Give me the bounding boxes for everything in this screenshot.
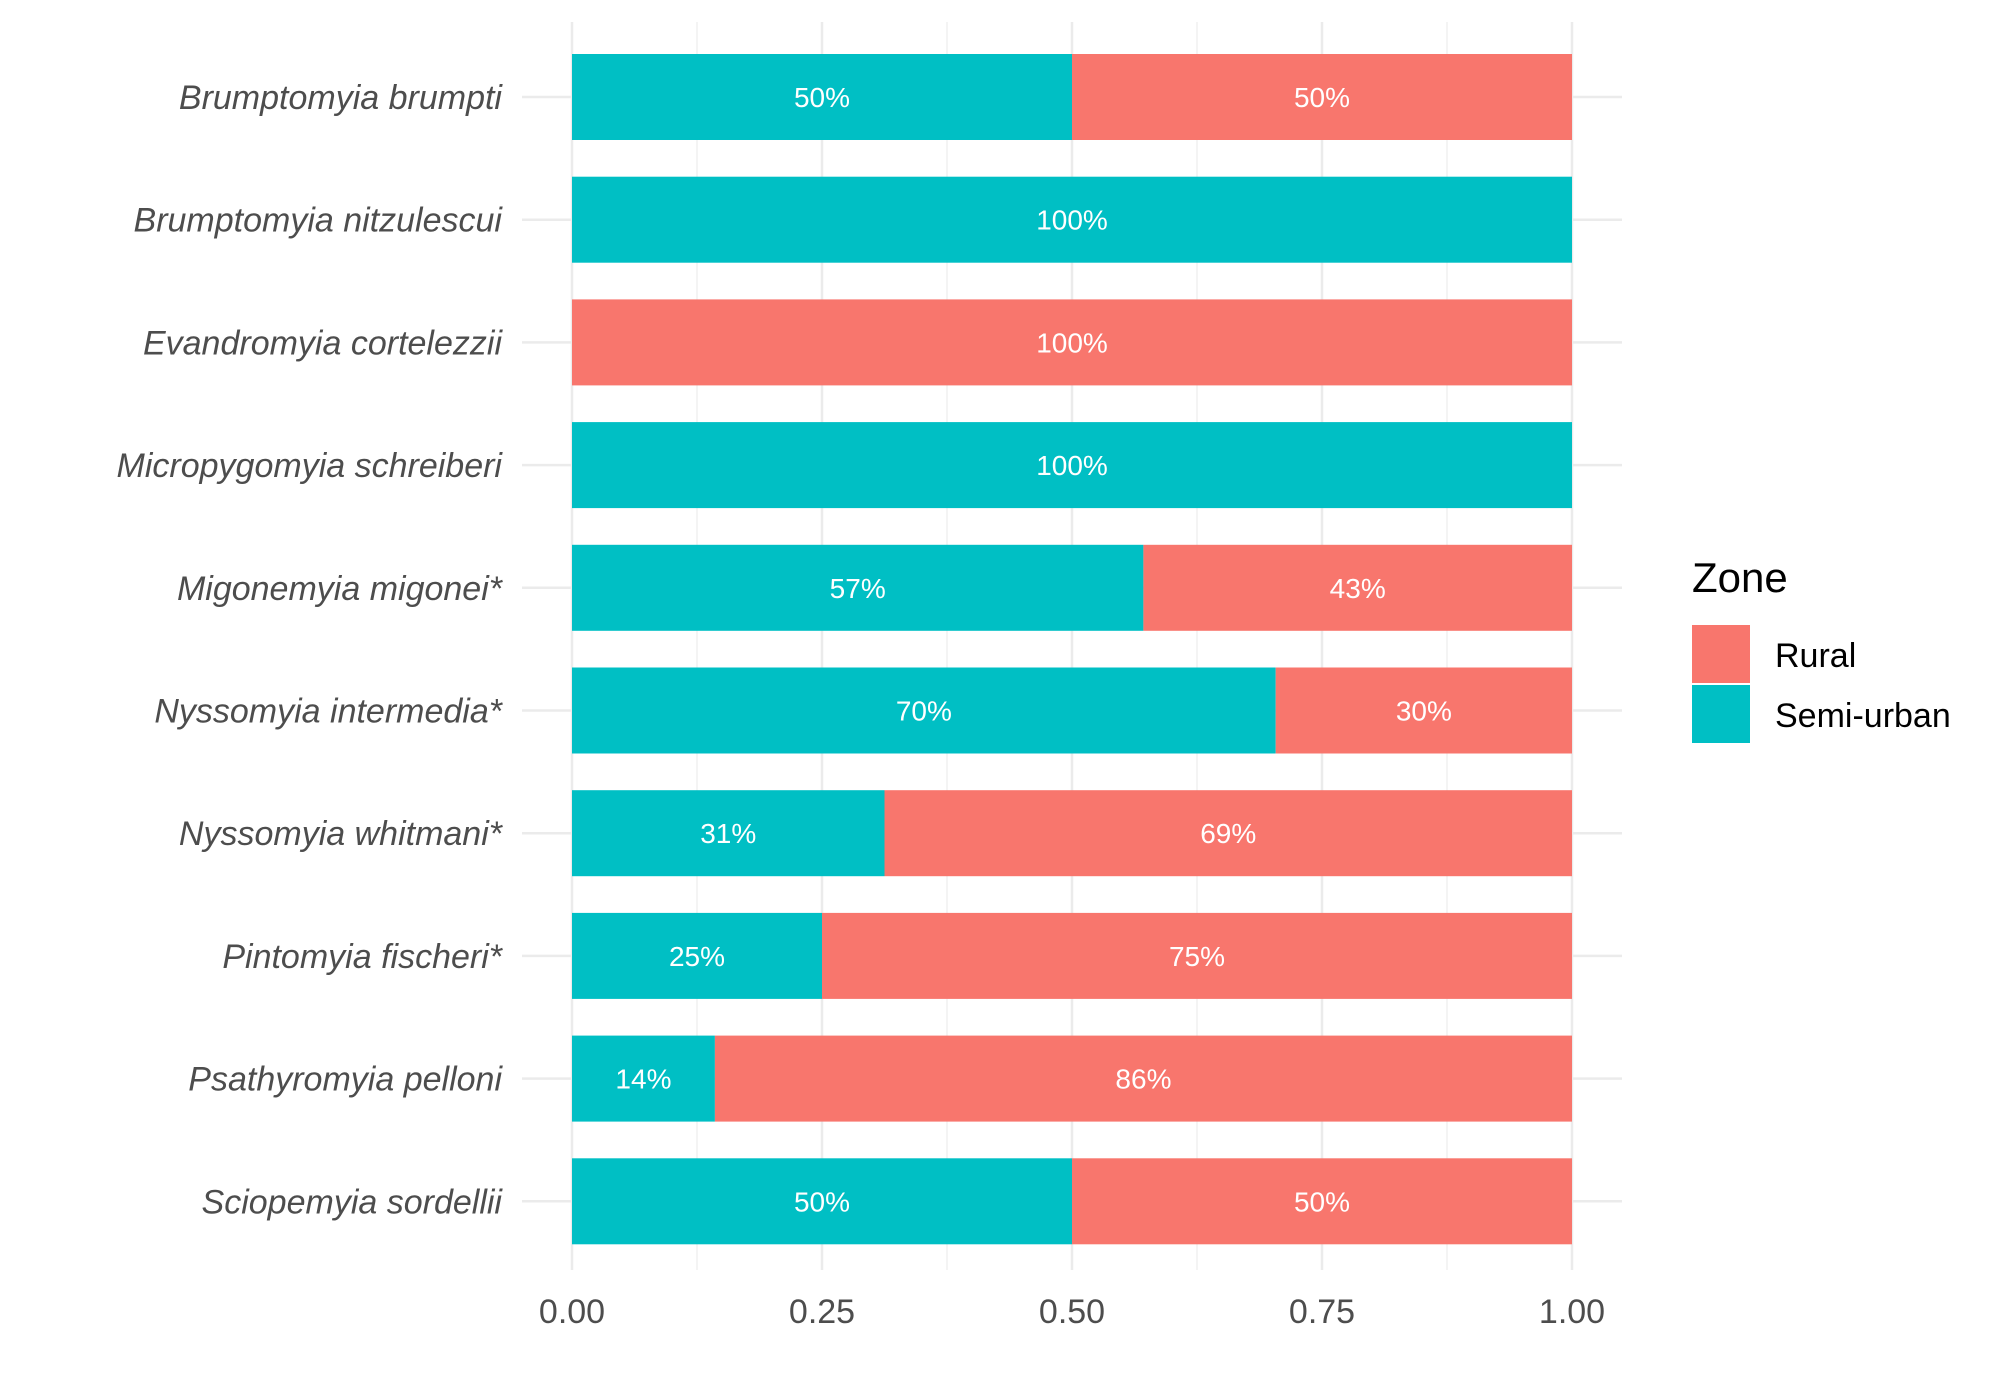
bar-rural-2 [572,299,1572,386]
y-tick-label-0: Brumptomyia brumpti [179,79,504,117]
data-label-semi-urban-3: 100% [1036,450,1108,481]
data-label-semi-urban-7: 25% [669,941,725,972]
x-tick-label-1: 0.25 [789,1293,855,1331]
data-label-semi-urban-8: 14% [615,1064,671,1095]
bar-semi-urban-9 [572,1158,1072,1245]
y-tick-label-1: Brumptomyia nitzulescui [134,202,504,240]
bar-semi-urban-1 [572,176,1572,263]
bar-semi-urban-4 [572,544,1144,631]
legend-swatch-rural [1692,625,1750,683]
bar-rural-7 [822,912,1572,999]
data-label-rural-6: 69% [1200,818,1256,849]
bar-rural-8 [714,1035,1572,1122]
data-label-rural-0: 50% [1294,82,1350,113]
data-label-rural-5: 30% [1396,696,1452,727]
bar-semi-urban-6 [572,790,885,877]
x-axis-labels: 0.00 0.25 0.50 0.75 1.00 [539,1293,1605,1331]
x-tick-label-0: 0.00 [539,1293,605,1331]
y-tick-label-7: Pintomyia fischeri* [222,938,503,976]
bar-semi-urban-7 [572,912,822,999]
x-tick-label-3: 0.75 [1289,1293,1355,1331]
x-tick-label-2: 0.50 [1039,1293,1105,1331]
bar-rural-5 [1275,667,1572,754]
bars [572,54,1572,1245]
legend: Zone Rural Semi-urban [1692,554,1951,743]
legend-title: Zone [1692,554,1788,601]
y-tick-label-2: Evandromyia cortelezzii [143,324,503,362]
y-tick-label-5: Nyssomyia intermedia* [154,693,503,731]
bar-semi-urban-0 [572,54,1072,140]
bar-rural-4 [1143,544,1572,631]
bar-semi-urban-5 [572,667,1276,754]
data-label-semi-urban-4: 57% [830,573,886,604]
legend-label-rural: Rural [1775,637,1856,675]
bar-labels: 50% 50% 100% 100% 100% 57% 43% 70% 30% 31% 69% 25% 7… [615,82,1451,1217]
y-tick-label-8: Psathyromyia pelloni [188,1061,503,1099]
data-label-rural-7: 75% [1169,941,1225,972]
data-label-semi-urban-6: 31% [700,818,756,849]
y-tick-label-4: Migonemyia migonei* [177,570,504,608]
bar-semi-urban-3 [572,422,1572,509]
data-label-semi-urban-1: 100% [1036,205,1108,236]
bar-rural-0 [1072,54,1572,140]
y-tick-label-3: Micropygomyia schreiberi [117,447,504,485]
legend-swatch-semi-urban [1692,685,1750,743]
bar-rural-9 [1072,1158,1572,1245]
bar-rural-6 [884,790,1572,877]
data-label-semi-urban-0: 50% [794,82,850,113]
y-axis-labels: Brumptomyia brumpti Brumptomyia nitzulesc… [117,79,504,1221]
x-tick-label-4: 1.00 [1539,1293,1605,1331]
data-label-rural-9: 50% [1294,1186,1350,1217]
data-label-rural-8: 86% [1115,1064,1171,1095]
data-label-rural-2: 100% [1036,327,1108,358]
data-label-semi-urban-9: 50% [794,1186,850,1217]
data-label-rural-4: 43% [1330,573,1386,604]
bar-semi-urban-8 [572,1035,715,1122]
y-tick-label-9: Sciopemyia sordellii [202,1183,504,1221]
legend-label-semi-urban: Semi-urban [1775,697,1951,735]
data-label-semi-urban-5: 70% [896,696,952,727]
y-tick-label-6: Nyssomyia whitmani* [179,815,504,853]
